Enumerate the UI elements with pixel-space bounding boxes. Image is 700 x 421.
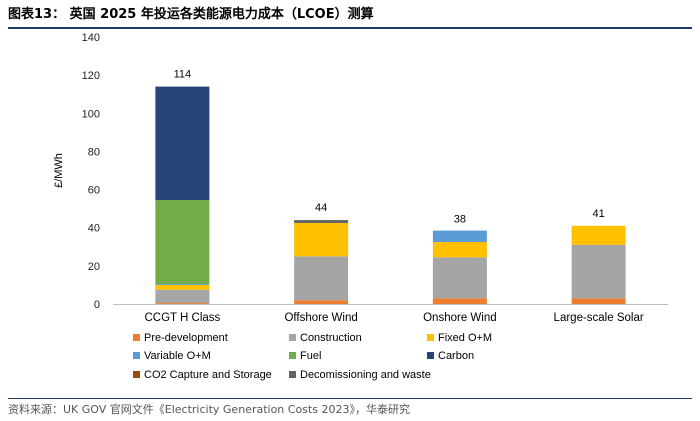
bar-segment-pre-development <box>432 298 487 304</box>
bar-segment-construction <box>294 256 349 301</box>
x-category-label: Large-scale Solar <box>554 312 644 324</box>
legend-label: Fixed O+M <box>438 332 492 344</box>
total-data-label: 41 <box>593 208 605 220</box>
legend-swatch <box>133 371 140 378</box>
title-rule <box>8 27 692 29</box>
legend-label: Pre-development <box>144 332 228 344</box>
x-category-label: Onshore Wind <box>423 312 497 324</box>
legend-swatch <box>289 334 296 341</box>
bar-segment-pre-development <box>155 303 210 304</box>
legend-label: Construction <box>300 332 362 344</box>
stacked-bar-chart: 0 20 40 60 80 100 120 140 £/MWh 114 CCGT H Class 44… <box>53 32 668 381</box>
y-tick-label: 0 <box>94 299 100 311</box>
legend-swatch <box>133 334 140 341</box>
y-tick-label: 140 <box>82 32 100 44</box>
legend-label: CO2 Capture and Storage <box>144 369 272 381</box>
bar-segment-pre-development <box>571 298 626 304</box>
bar-segment-construction <box>571 244 626 299</box>
bar-segment-pre-development <box>294 300 349 304</box>
bar-segment-construction <box>155 289 210 304</box>
legend-label: Carbon <box>438 350 474 362</box>
y-tick-label: 80 <box>88 146 100 158</box>
y-tick-label: 60 <box>88 185 100 197</box>
bar-segment-variable-o-m <box>155 283 210 285</box>
legend-swatch <box>289 352 296 359</box>
source-rule <box>8 398 692 399</box>
bar-segment-fixed-o-m <box>155 284 210 290</box>
source-note: 资料来源：UK GOV 官网文件《Electricity Generation … <box>8 403 410 416</box>
y-tick-label: 100 <box>82 108 100 120</box>
bar-segment-decomissioning-and-waste <box>294 220 349 223</box>
bar-segment-fixed-o-m <box>432 242 487 258</box>
legend-label: Fuel <box>300 350 321 362</box>
legend-label: Variable O+M <box>144 350 211 362</box>
figure-title: 图表13： 英国 2025 年投运各类能源电力成本（LCOE）测算 <box>8 7 374 22</box>
y-tick-label: 40 <box>88 223 100 235</box>
x-category-label: CCGT H Class <box>144 312 220 324</box>
bar-segment-carbon <box>155 86 210 201</box>
y-tick-label: 20 <box>88 261 100 273</box>
total-data-label: 44 <box>315 202 327 214</box>
x-category-label: Offshore Wind <box>284 312 357 324</box>
bar-segment-fixed-o-m <box>571 225 626 245</box>
bar-segment-fuel <box>155 200 210 284</box>
total-data-label: 114 <box>174 69 192 81</box>
bar-segment-fixed-o-m <box>294 222 349 257</box>
y-axis-label: £/MWh <box>53 153 65 188</box>
legend-label: Decomissioning and waste <box>300 369 431 381</box>
y-tick-label: 120 <box>82 70 100 82</box>
bar-segment-variable-o-m <box>432 230 487 243</box>
total-data-label: 38 <box>454 214 466 226</box>
legend-swatch <box>289 371 296 378</box>
legend-swatch <box>427 334 434 341</box>
legend-swatch <box>427 352 434 359</box>
bar-segment-construction <box>432 257 487 299</box>
legend-swatch <box>133 352 140 359</box>
